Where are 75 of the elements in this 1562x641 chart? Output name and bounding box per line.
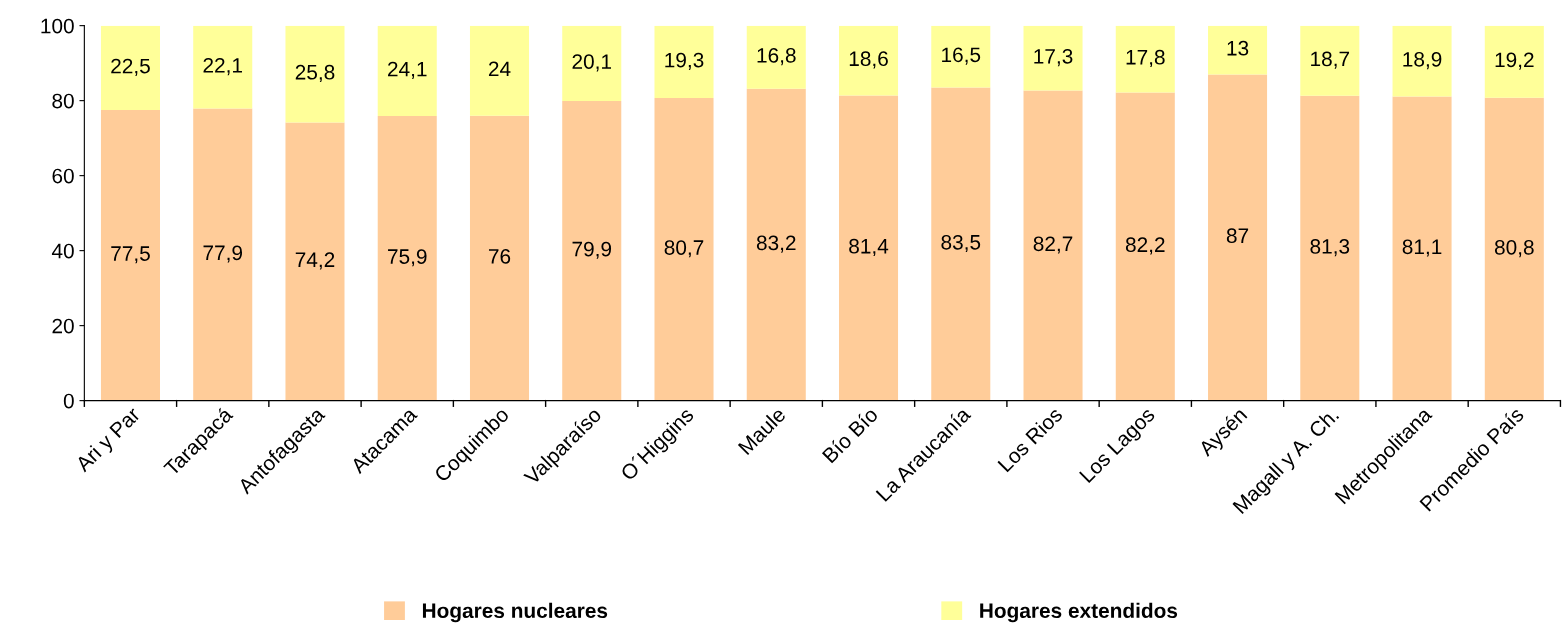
data-label: 82,7 [1033, 236, 1073, 254]
data-label: 75,9 [388, 249, 427, 267]
bar [193, 108, 253, 401]
bar [377, 25, 437, 117]
bar [654, 25, 714, 99]
data-label: 77,9 [203, 245, 243, 263]
data-label: 20,1 [572, 54, 612, 72]
y-tick-label: 80 [52, 93, 74, 109]
data-label: 24 [488, 61, 511, 77]
bar [746, 25, 806, 89]
bar [931, 25, 991, 88]
y-tick-label: 60 [52, 168, 74, 184]
legend-label: Hogares extendidos [980, 602, 1178, 623]
data-label: 81,4 [849, 238, 889, 257]
bar [1023, 90, 1083, 401]
bar [562, 101, 622, 401]
y-tick-label: 40 [51, 243, 74, 259]
bar [469, 115, 530, 401]
bar [100, 110, 160, 401]
bar [285, 122, 345, 401]
bar [1300, 25, 1360, 96]
data-label: 76 [488, 248, 511, 264]
data-label: 80,8 [1494, 239, 1534, 258]
bar [1115, 92, 1175, 401]
data-label: 16,8 [757, 47, 796, 66]
bar [193, 25, 253, 109]
y-tick-label: 100 [41, 18, 74, 34]
bar [1208, 25, 1268, 75]
data-label: 17,3 [1034, 48, 1073, 67]
data-label: 74,2 [295, 252, 335, 270]
data-label: 18,9 [1403, 51, 1442, 70]
data-label: 22,5 [111, 58, 150, 76]
bar [839, 95, 899, 401]
bar [1115, 25, 1175, 93]
y-tick-label: 0 [63, 393, 74, 409]
bar [1484, 97, 1544, 401]
data-label: 80,7 [664, 240, 704, 258]
bar [931, 87, 991, 401]
data-label: 81,3 [1310, 239, 1350, 257]
bar [654, 98, 714, 401]
data-label: 77,5 [111, 246, 150, 264]
bar [839, 25, 899, 96]
bar [1300, 95, 1360, 401]
data-label: 24,1 [388, 61, 427, 79]
bar [285, 25, 345, 123]
data-label: 87 [1226, 228, 1249, 244]
data-label: 18,6 [849, 51, 888, 69]
x-tick-label: Los Rios [996, 406, 1064, 473]
data-label: 81,1 [1402, 239, 1442, 257]
bar [1392, 96, 1452, 401]
bar [746, 88, 806, 401]
data-label: 25,8 [295, 64, 335, 83]
bar [469, 25, 530, 116]
data-label: 13 [1227, 40, 1249, 56]
bar [1392, 25, 1452, 97]
data-label: 83,2 [756, 235, 796, 253]
legend-label: Hogares nucleares [422, 602, 608, 623]
bar [1484, 25, 1544, 98]
y-tick-label: 20 [52, 318, 74, 334]
data-label: 18,7 [1311, 51, 1350, 69]
data-label: 17,8 [1126, 49, 1165, 68]
x-tick-label: Bío Bío [821, 405, 879, 464]
data-label: 16,5 [942, 47, 981, 65]
data-label: 19,2 [1495, 52, 1534, 70]
data-label: 19,3 [665, 52, 704, 70]
data-label: 22,1 [203, 57, 242, 76]
bar [1023, 25, 1083, 91]
x-tick-label: Ari y Par [74, 405, 144, 476]
bar [562, 25, 622, 102]
data-label: 79,9 [572, 241, 612, 259]
data-label: 83,5 [941, 234, 981, 253]
bar [377, 116, 437, 401]
bar [100, 25, 160, 111]
bar [1208, 74, 1268, 401]
data-label: 82,2 [1125, 237, 1165, 255]
